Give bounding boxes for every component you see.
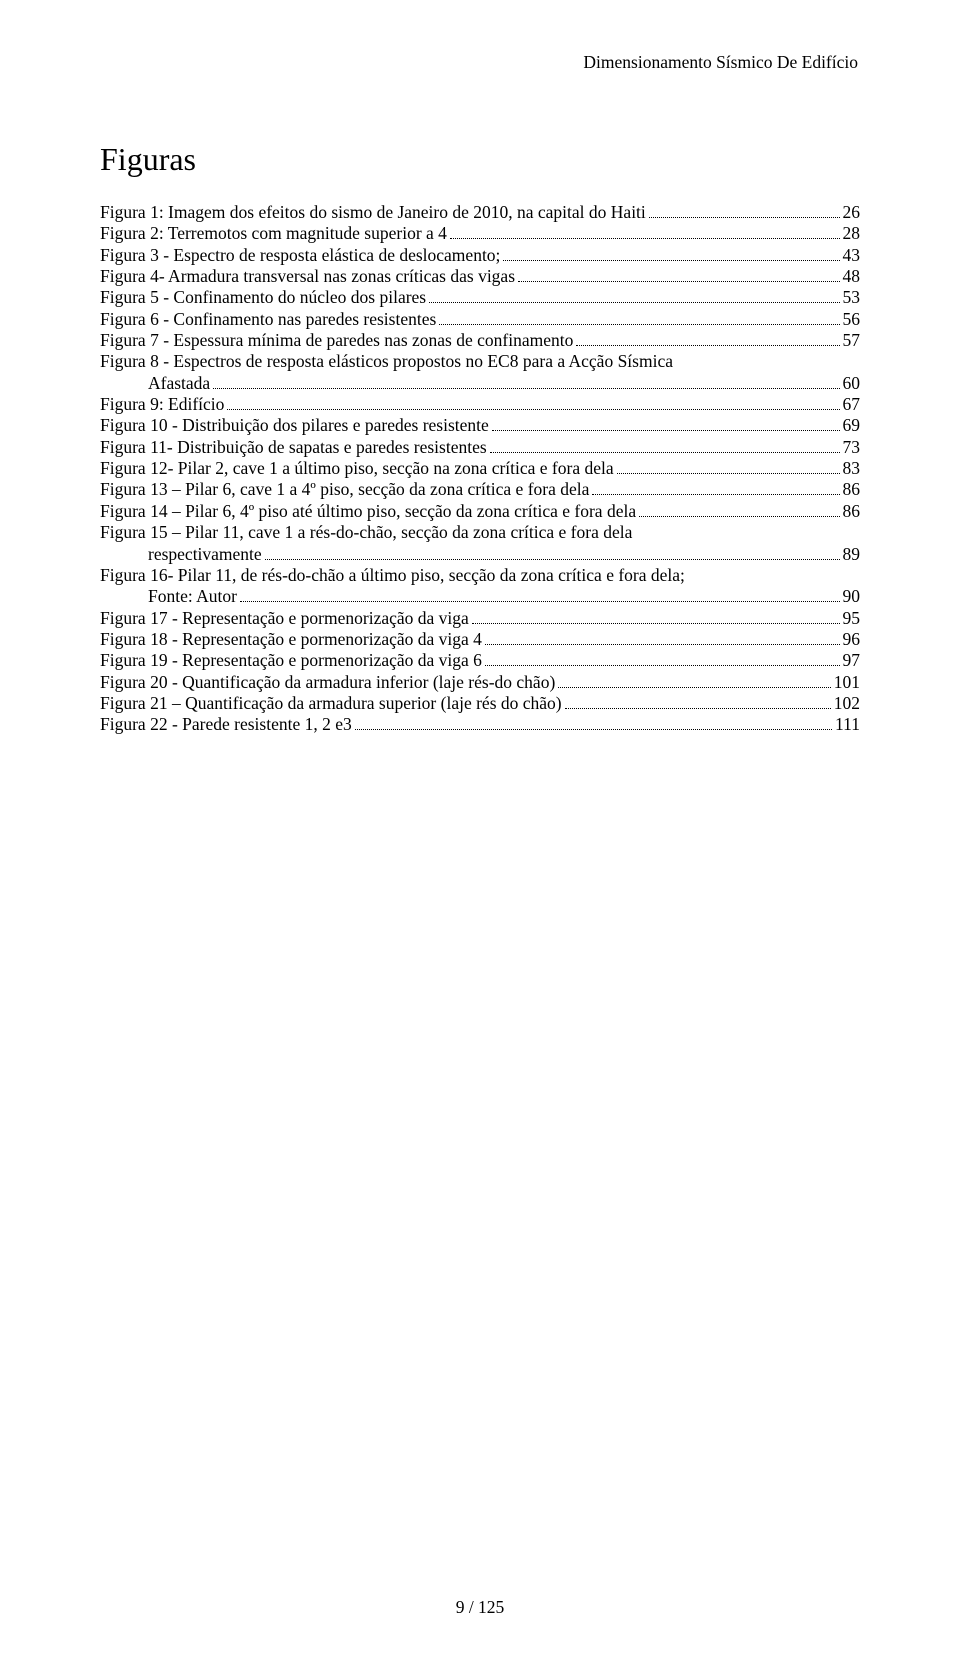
- figure-entry: Figura 4- Armadura transversal nas zonas…: [100, 266, 860, 287]
- figure-entry-page: 26: [843, 202, 861, 223]
- figure-entry-text: Figura 15 – Pilar 11, cave 1 a rés-do-ch…: [100, 522, 632, 543]
- figure-entry-text: Afastada: [148, 373, 210, 394]
- running-header: Dimensionamento Sísmico De Edifício: [100, 52, 860, 73]
- figure-entry-text: Figura 2: Terremotos com magnitude super…: [100, 223, 447, 244]
- figure-entry: Figura 21 – Quantificação da armadura su…: [100, 693, 860, 714]
- figure-entry-text: Figura 4- Armadura transversal nas zonas…: [100, 266, 515, 287]
- figure-entry: Figura 6 - Confinamento nas paredes resi…: [100, 309, 860, 330]
- figure-entry-page: 95: [843, 608, 861, 629]
- page-footer: 9 / 125: [0, 1597, 960, 1618]
- figure-entry: Figura 10 - Distribuição dos pilares e p…: [100, 415, 860, 436]
- figure-entry-page: 56: [843, 309, 861, 330]
- figure-entry: Figura 11- Distribuição de sapatas e par…: [100, 437, 860, 458]
- leader-dots: [472, 608, 840, 624]
- figure-entry: Figura 1: Imagem dos efeitos do sismo de…: [100, 202, 860, 223]
- leader-dots: [265, 544, 840, 560]
- figure-entry: Afastada 60: [100, 373, 860, 394]
- leader-dots: [213, 373, 839, 389]
- leader-dots: [450, 224, 840, 240]
- figure-entry-text: Fonte: Autor: [148, 586, 237, 607]
- figure-entry-page: 28: [843, 223, 861, 244]
- figure-entry-page: 69: [843, 415, 861, 436]
- figure-entry-text: Figura 16- Pilar 11, de rés-do-chão a úl…: [100, 565, 685, 586]
- figure-entry: Figura 19 - Representação e pormenorizaç…: [100, 650, 860, 671]
- figure-entry: Figura 8 - Espectros de resposta elástic…: [100, 351, 860, 372]
- leader-dots: [592, 480, 839, 496]
- figure-entry-page: 111: [835, 714, 860, 735]
- leader-dots: [439, 309, 839, 325]
- figure-entry-text: respectivamente: [148, 544, 262, 565]
- figure-entry-page: 86: [843, 479, 861, 500]
- leader-dots: [565, 693, 831, 709]
- figure-entry-text: Figura 13 – Pilar 6, cave 1 a 4º piso, s…: [100, 479, 589, 500]
- figure-entry-text: Figura 18 - Representação e pormenorizaç…: [100, 629, 482, 650]
- section-title: Figuras: [100, 141, 860, 178]
- figure-entry-text: Figura 22 - Parede resistente 1, 2 e3: [100, 714, 352, 735]
- leader-dots: [429, 288, 839, 304]
- figure-entry-text: Figura 11- Distribuição de sapatas e par…: [100, 437, 487, 458]
- figure-entry: Figura 3 - Espectro de resposta elástica…: [100, 245, 860, 266]
- figure-entry-page: 86: [843, 501, 861, 522]
- figure-entry-page: 102: [834, 693, 860, 714]
- figure-entry-text: Figura 8 - Espectros de resposta elástic…: [100, 351, 673, 372]
- figure-entry: Figura 20 - Quantificação da armadura in…: [100, 672, 860, 693]
- figure-entry-page: 96: [843, 629, 861, 650]
- figure-entry-page: 48: [843, 266, 861, 287]
- figure-entry-text: Figura 10 - Distribuição dos pilares e p…: [100, 415, 489, 436]
- figure-entry-text: Figura 12- Pilar 2, cave 1 a último piso…: [100, 458, 614, 479]
- leader-dots: [355, 715, 832, 731]
- figure-entry-page: 67: [843, 394, 861, 415]
- figure-entry: Figura 5 - Confinamento do núcleo dos pi…: [100, 287, 860, 308]
- leader-dots: [639, 501, 839, 517]
- figure-entry-text: Figura 21 – Quantificação da armadura su…: [100, 693, 562, 714]
- figure-entry: Figura 15 – Pilar 11, cave 1 a rés-do-ch…: [100, 522, 860, 543]
- figure-entry-text: Figura 14 – Pilar 6, 4º piso até último …: [100, 501, 636, 522]
- figure-entry: Figura 22 - Parede resistente 1, 2 e3 111: [100, 714, 860, 735]
- figure-entry-text: Figura 5 - Confinamento do núcleo dos pi…: [100, 287, 426, 308]
- figure-entry-page: 97: [843, 650, 861, 671]
- figure-entry-page: 57: [843, 330, 861, 351]
- figure-entry-page: 83: [843, 458, 861, 479]
- leader-dots: [558, 672, 830, 688]
- leader-dots: [240, 586, 840, 602]
- leader-dots: [617, 458, 840, 474]
- figure-entry-text: Figura 7 - Espessura mínima de paredes n…: [100, 330, 573, 351]
- figure-entry-page: 43: [843, 245, 861, 266]
- leader-dots: [576, 330, 839, 346]
- figure-entry-page: 73: [843, 437, 861, 458]
- figure-entry-text: Figura 19 - Representação e pormenorizaç…: [100, 650, 482, 671]
- leader-dots: [518, 266, 839, 282]
- figure-entry: Figura 12- Pilar 2, cave 1 a último piso…: [100, 458, 860, 479]
- figure-entry-page: 90: [843, 586, 861, 607]
- figure-entry: Figura 16- Pilar 11, de rés-do-chão a úl…: [100, 565, 860, 586]
- leader-dots: [492, 416, 840, 432]
- leader-dots: [649, 202, 840, 218]
- figure-entry-page: 101: [834, 672, 860, 693]
- figure-entry: respectivamente 89: [100, 544, 860, 565]
- list-of-figures: Figura 1: Imagem dos efeitos do sismo de…: [100, 202, 860, 736]
- figure-entry-text: Figura 9: Edifício: [100, 394, 224, 415]
- figure-entry-page: 60: [843, 373, 861, 394]
- figure-entry-text: Figura 17 - Representação e pormenorizaç…: [100, 608, 469, 629]
- figure-entry-text: Figura 20 - Quantificação da armadura in…: [100, 672, 555, 693]
- leader-dots: [490, 437, 840, 453]
- figure-entry: Figura 14 – Pilar 6, 4º piso até último …: [100, 501, 860, 522]
- figure-entry: Figura 17 - Representação e pormenorizaç…: [100, 608, 860, 629]
- figure-entry-text: Figura 3 - Espectro de resposta elástica…: [100, 245, 500, 266]
- figure-entry-page: 89: [843, 544, 861, 565]
- leader-dots: [227, 394, 839, 410]
- figure-entry: Fonte: Autor 90: [100, 586, 860, 607]
- figure-entry: Figura 7 - Espessura mínima de paredes n…: [100, 330, 860, 351]
- leader-dots: [485, 650, 840, 666]
- figure-entry-page: 53: [843, 287, 861, 308]
- figure-entry-text: Figura 1: Imagem dos efeitos do sismo de…: [100, 202, 646, 223]
- leader-dots: [503, 245, 839, 261]
- figure-entry: Figura 13 – Pilar 6, cave 1 a 4º piso, s…: [100, 479, 860, 500]
- figure-entry: Figura 2: Terremotos com magnitude super…: [100, 223, 860, 244]
- figure-entry-text: Figura 6 - Confinamento nas paredes resi…: [100, 309, 436, 330]
- figure-entry: Figura 9: Edifício 67: [100, 394, 860, 415]
- figure-entry: Figura 18 - Representação e pormenorizaç…: [100, 629, 860, 650]
- leader-dots: [485, 629, 840, 645]
